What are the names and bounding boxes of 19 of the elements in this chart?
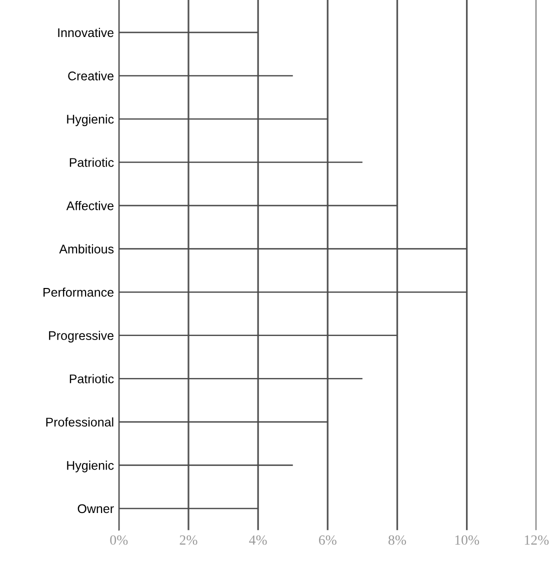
x-tick-label: 6% bbox=[318, 535, 336, 545]
y-tick-label: Creative bbox=[68, 71, 114, 80]
y-tick-label: Performance bbox=[44, 288, 114, 297]
y-tick-label: Patriotic bbox=[70, 158, 114, 167]
y-tick-label: Professional bbox=[46, 417, 114, 427]
x-tick-label: 8% bbox=[388, 535, 406, 545]
y-tick-label: Affective bbox=[66, 201, 114, 210]
x-tick-label: 12% bbox=[524, 535, 549, 545]
y-tick-label: Ambitious bbox=[59, 244, 114, 254]
y-tick-label: Hygienic bbox=[67, 460, 114, 472]
x-tick-label: 4% bbox=[249, 535, 267, 545]
x-tick-label: 2% bbox=[180, 535, 198, 545]
y-tick-label: Innovative bbox=[58, 28, 114, 38]
y-tick-label: Patriotic bbox=[70, 374, 114, 384]
y-tick-label: Progressive bbox=[49, 330, 114, 342]
x-tick-label: 10% bbox=[455, 535, 480, 545]
y-tick-label: Owner bbox=[78, 504, 114, 514]
x-tick-label: 0% bbox=[110, 535, 128, 545]
y-tick-label: Hygienic bbox=[67, 114, 114, 126]
